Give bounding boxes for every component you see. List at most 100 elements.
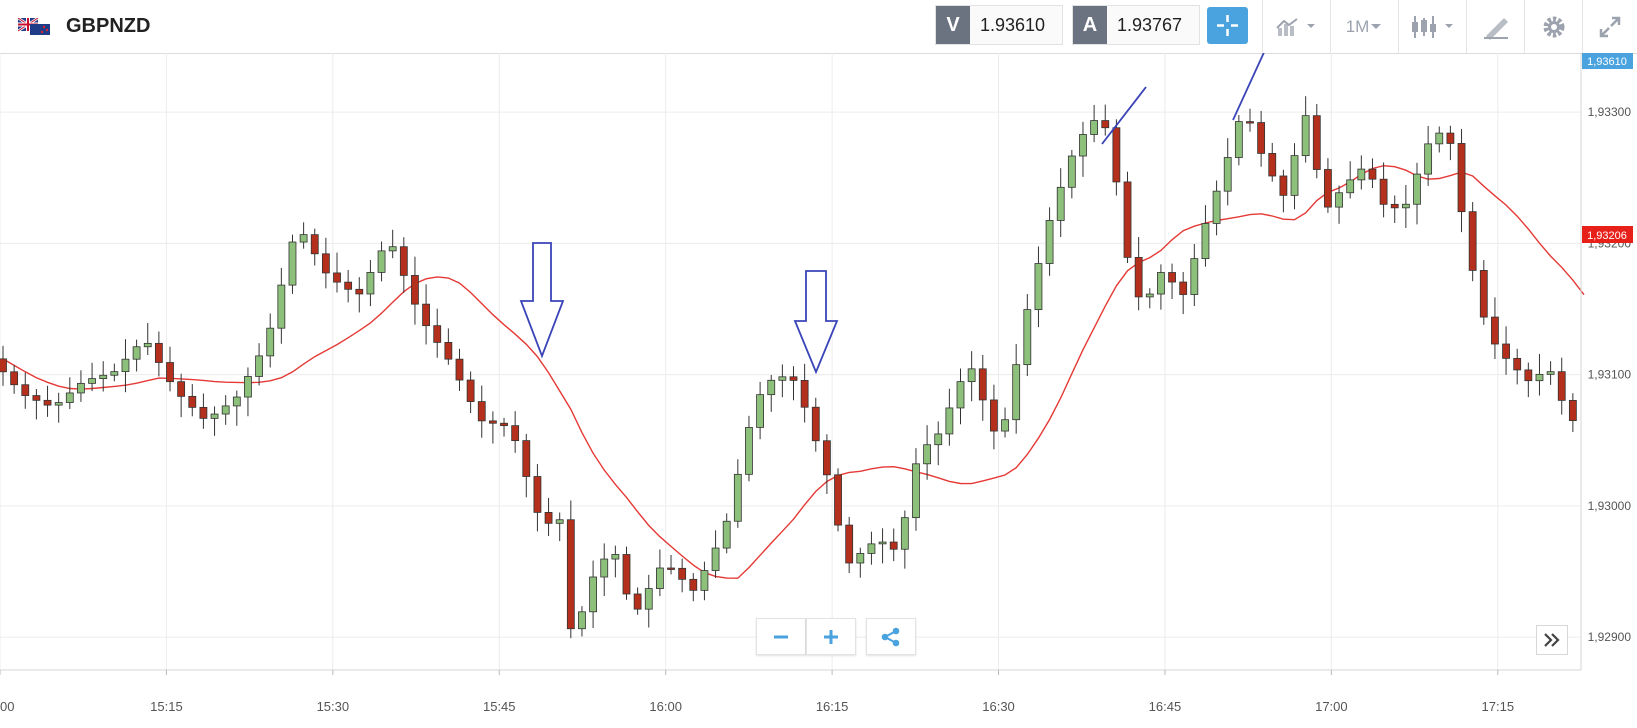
candle-body <box>266 327 275 357</box>
gb-nz-flag-icon <box>18 18 50 35</box>
candle-body <box>88 378 96 384</box>
candle <box>1368 158 1377 189</box>
drawing-tools-button[interactable] <box>1466 0 1524 53</box>
candle-body <box>633 593 642 610</box>
indicators-icon <box>1275 17 1315 36</box>
candle-body <box>1067 155 1076 188</box>
scroll-to-latest-button[interactable] <box>1536 625 1568 655</box>
candle <box>1413 162 1421 225</box>
candle <box>1223 138 1232 206</box>
candle-body <box>21 384 30 396</box>
candle <box>1468 202 1477 282</box>
candle <box>1090 104 1099 143</box>
share-button[interactable] <box>866 618 916 655</box>
timeframe-dropdown[interactable]: 1M <box>1330 0 1398 53</box>
candle-body <box>1145 293 1154 298</box>
candle-body <box>366 272 375 295</box>
candle <box>210 406 219 436</box>
candle-body <box>1502 343 1510 359</box>
candle <box>1568 393 1577 432</box>
chart-grid <box>0 53 1581 670</box>
zoom-out-button[interactable] <box>756 618 806 655</box>
candle-body <box>43 399 52 406</box>
candle-body <box>1112 127 1121 183</box>
trend-line-annotation-2[interactable] <box>1232 53 1266 121</box>
candle-body <box>1524 369 1533 382</box>
candle-body <box>177 381 186 397</box>
candle-body <box>399 246 408 276</box>
candle-body <box>1390 203 1399 209</box>
minus-icon <box>774 635 788 638</box>
candle-body <box>355 288 364 295</box>
candle-body <box>1301 115 1310 157</box>
candle-body <box>923 444 932 465</box>
candle-body <box>110 371 119 376</box>
candle <box>99 361 108 392</box>
candle-body <box>1468 211 1477 271</box>
candle-body <box>945 407 954 435</box>
candle <box>1001 407 1009 438</box>
y-tick-label: 1,93300 <box>1588 105 1632 119</box>
candle-body <box>867 543 876 554</box>
candle <box>1201 205 1210 267</box>
down-arrow-annotation-2[interactable] <box>793 270 839 375</box>
candle <box>834 468 842 532</box>
candle <box>1357 155 1366 190</box>
candle-body <box>834 474 842 526</box>
fullscreen-button[interactable] <box>1582 0 1637 53</box>
candle <box>689 573 698 602</box>
settings-button[interactable] <box>1524 0 1582 53</box>
candle <box>700 561 709 601</box>
candle <box>667 554 675 575</box>
candle <box>1168 263 1176 299</box>
candle <box>399 237 408 293</box>
sell-price: 1.93610 <box>980 15 1046 35</box>
candle-body <box>756 394 764 428</box>
sell-price-box[interactable]: V 1.93610 <box>935 5 1063 45</box>
candle <box>310 228 319 266</box>
candle <box>789 366 798 401</box>
candle-body <box>967 368 976 383</box>
candle <box>500 417 508 437</box>
crosshair-button[interactable] <box>1207 7 1248 44</box>
candle-body <box>1090 120 1099 135</box>
drawn-annotations[interactable] <box>519 53 1266 375</box>
candle-body <box>1324 169 1332 208</box>
candle <box>121 339 130 393</box>
candle <box>1335 185 1343 224</box>
candle-body <box>1257 122 1266 154</box>
candle <box>1212 180 1221 236</box>
candle-body <box>544 512 553 524</box>
candle <box>1034 246 1043 328</box>
candle-body <box>845 524 854 564</box>
candle <box>878 528 887 564</box>
candle <box>1557 357 1566 415</box>
zoom-in-button[interactable] <box>806 618 856 655</box>
candle <box>589 560 597 629</box>
down-arrow-annotation-1[interactable] <box>519 242 565 359</box>
buy-price-box[interactable]: A 1.93767 <box>1072 5 1200 45</box>
x-tick-label: 16:45 <box>1149 699 1182 714</box>
fullscreen-icon <box>1599 16 1621 37</box>
candle <box>1401 185 1410 229</box>
candle <box>978 354 987 421</box>
candle-body <box>255 355 263 377</box>
candle-body <box>522 440 531 477</box>
chart-type-dropdown[interactable] <box>1398 0 1466 53</box>
candle <box>1312 104 1321 179</box>
candle <box>455 348 464 391</box>
indicators-button[interactable] <box>1262 0 1330 53</box>
candle <box>1502 326 1510 375</box>
candle-body <box>1279 175 1288 196</box>
candle-body <box>1457 143 1466 213</box>
trend-line-annotation-1[interactable] <box>1101 86 1147 145</box>
candle <box>32 389 41 420</box>
candle <box>422 284 430 345</box>
candle <box>377 241 386 282</box>
candle <box>1279 169 1288 213</box>
x-tick-label: 00 <box>0 699 14 714</box>
candle-body <box>500 422 508 427</box>
candle-body <box>221 405 230 415</box>
candle-body <box>477 401 486 422</box>
